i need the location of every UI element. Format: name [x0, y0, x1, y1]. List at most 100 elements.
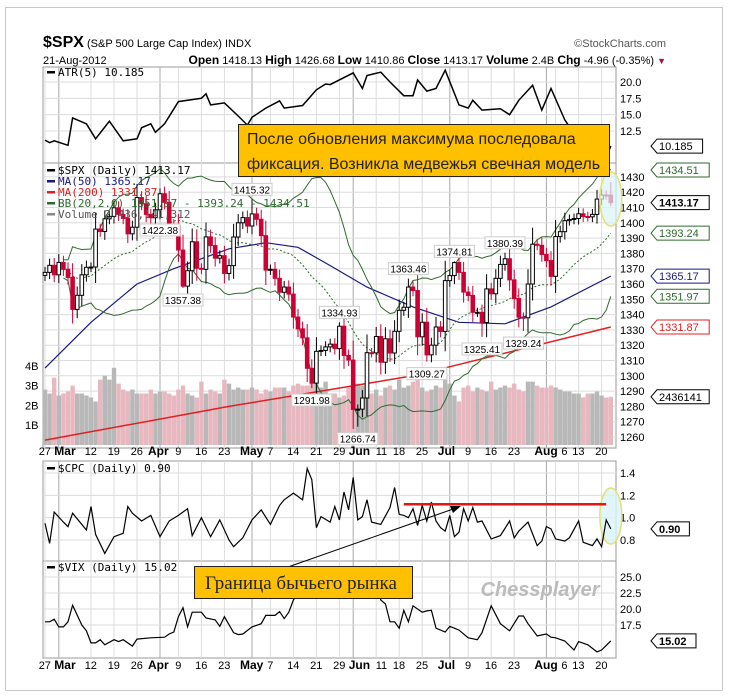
candle-body	[373, 335, 379, 354]
candle-body	[189, 241, 195, 272]
volume-bar	[300, 385, 305, 445]
volume-bar	[516, 389, 521, 445]
panel-cpc	[42, 460, 617, 562]
candle-body	[162, 193, 167, 203]
candle-body	[350, 359, 356, 410]
x-tick-label: 26	[131, 446, 143, 458]
x-tick-label: 13	[572, 446, 584, 458]
x-tick-label: Mar	[54, 658, 76, 672]
volume-bar	[410, 381, 416, 445]
volume-bar	[608, 396, 613, 445]
x-tick-label: 20	[595, 446, 607, 458]
x-tick-label: 18	[393, 660, 405, 672]
highlight-ellipse	[599, 171, 623, 227]
x-tick-label: 9	[175, 446, 181, 458]
volume-bar	[240, 389, 245, 445]
candle-body	[153, 209, 158, 219]
candle-body	[272, 268, 278, 279]
volume-bar	[484, 391, 489, 445]
x-tick-label: 9	[465, 446, 471, 458]
price-tick-label: 1340	[620, 310, 644, 322]
x-tick-label: 16	[195, 660, 207, 672]
volume-bar	[456, 401, 462, 445]
volume-label: Volume	[486, 53, 529, 67]
volume-bar	[231, 389, 236, 445]
volume-bar	[548, 385, 554, 445]
candle-icon	[47, 169, 55, 172]
candle-body	[111, 207, 117, 217]
candle-body	[406, 286, 411, 308]
x-tick-label: 14	[287, 446, 299, 458]
volume-bar	[535, 385, 540, 445]
cpc-tick-label: 1.0	[620, 513, 635, 525]
candle-body	[314, 350, 319, 384]
legend-line-icon	[47, 202, 55, 205]
volume-bar	[194, 397, 199, 445]
x-tick-label: 16	[485, 446, 497, 458]
volume-bar	[479, 389, 485, 445]
volume-bar	[222, 379, 227, 445]
x-tick-label: Jun	[349, 658, 370, 672]
value-tag	[650, 162, 710, 178]
volume-bar	[447, 383, 452, 445]
value-tag	[650, 521, 690, 537]
candle-body	[424, 321, 430, 356]
volume-value: 2.4B	[531, 55, 555, 67]
value-tag	[650, 195, 710, 211]
candle-body	[534, 243, 540, 246]
volume-bar	[507, 387, 512, 445]
candle-body	[120, 213, 126, 219]
callout-bottom: Граница бычьего рынка	[194, 566, 413, 599]
volume-bar	[525, 381, 531, 445]
atr-line	[44, 68, 612, 159]
candle-body	[383, 338, 388, 363]
vix-tick-label: 22.5	[620, 588, 641, 600]
candle-body	[562, 220, 568, 233]
volume-bar	[98, 379, 103, 445]
price-tick-label: 1350	[620, 294, 644, 306]
volume-bar	[148, 389, 153, 445]
legend-vix: $VIX (Daily) 15.02	[58, 561, 177, 574]
volume-bar	[52, 377, 57, 445]
low-label: Low	[337, 53, 362, 67]
candle-body	[419, 321, 425, 338]
ma50-line	[44, 242, 612, 369]
x-tick-label: 21	[310, 660, 322, 672]
price-tick-label: 1330	[620, 325, 644, 337]
price-annotation: 1415.32	[234, 185, 271, 196]
chart-title: $SPX (S&P 500 Large Cap Index) INDX	[43, 34, 251, 53]
volume-bar	[157, 391, 163, 445]
candle-body	[185, 270, 190, 287]
candle-body	[143, 203, 149, 215]
price-annotation: 1374.81	[436, 247, 473, 258]
candle-body	[479, 311, 485, 324]
candle-body	[116, 207, 121, 215]
volume-bar	[429, 389, 434, 445]
x-tick-label: 20	[595, 660, 607, 672]
value-tag	[650, 225, 710, 241]
arrow-head-icon	[450, 506, 461, 513]
candle-body	[235, 222, 241, 238]
price-annotation: 1422.38	[142, 226, 179, 237]
candle-body	[295, 316, 301, 330]
callout-top: После обновления максимума последовала ф…	[238, 124, 610, 177]
candle-body	[442, 280, 448, 332]
legend-spx: $SPX (Daily) 1413.17	[58, 164, 190, 177]
volume-bar	[406, 385, 411, 445]
value-tag	[650, 138, 704, 154]
candle-body	[521, 316, 526, 319]
volume-bar	[47, 393, 52, 445]
volume-bar	[213, 391, 218, 445]
candle-body	[42, 271, 48, 276]
x-tick-label: 25	[416, 660, 428, 672]
price-tick-label: 1430	[620, 172, 644, 184]
candle-body	[281, 286, 287, 293]
volume-bar	[318, 387, 324, 445]
candle-body	[65, 268, 71, 278]
symbol: $SPX	[43, 34, 84, 51]
candle-body	[79, 274, 85, 296]
volume-bar	[544, 387, 549, 445]
x-tick-label: Jun	[349, 444, 370, 458]
volume-bar	[466, 385, 471, 445]
volume-bar	[286, 391, 291, 445]
